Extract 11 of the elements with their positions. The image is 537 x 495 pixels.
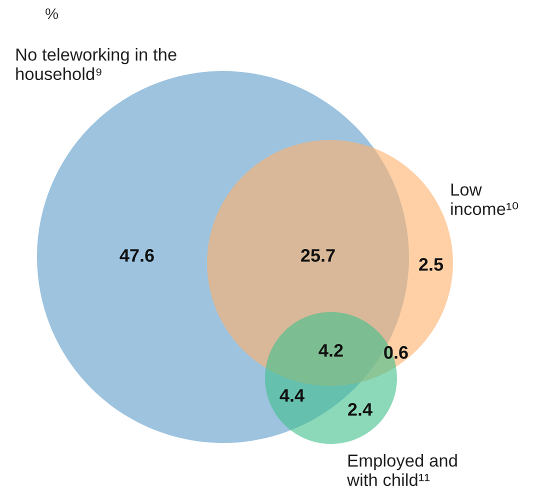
data-label: 25.7	[301, 249, 335, 262]
data-label: 2.4	[348, 403, 372, 416]
data-label: 2.5	[419, 258, 444, 271]
data-label: 4.2	[318, 344, 343, 357]
data-label: 47.6	[120, 249, 154, 262]
text: %	[46, 8, 58, 20]
text: Low income¹⁰	[451, 184, 518, 216]
data-label: 0.6	[384, 346, 408, 359]
text: No teleworking in the household⁹	[16, 48, 176, 80]
data-label: 4.4	[280, 389, 304, 402]
text: Employed and with child¹¹	[346, 454, 457, 486]
